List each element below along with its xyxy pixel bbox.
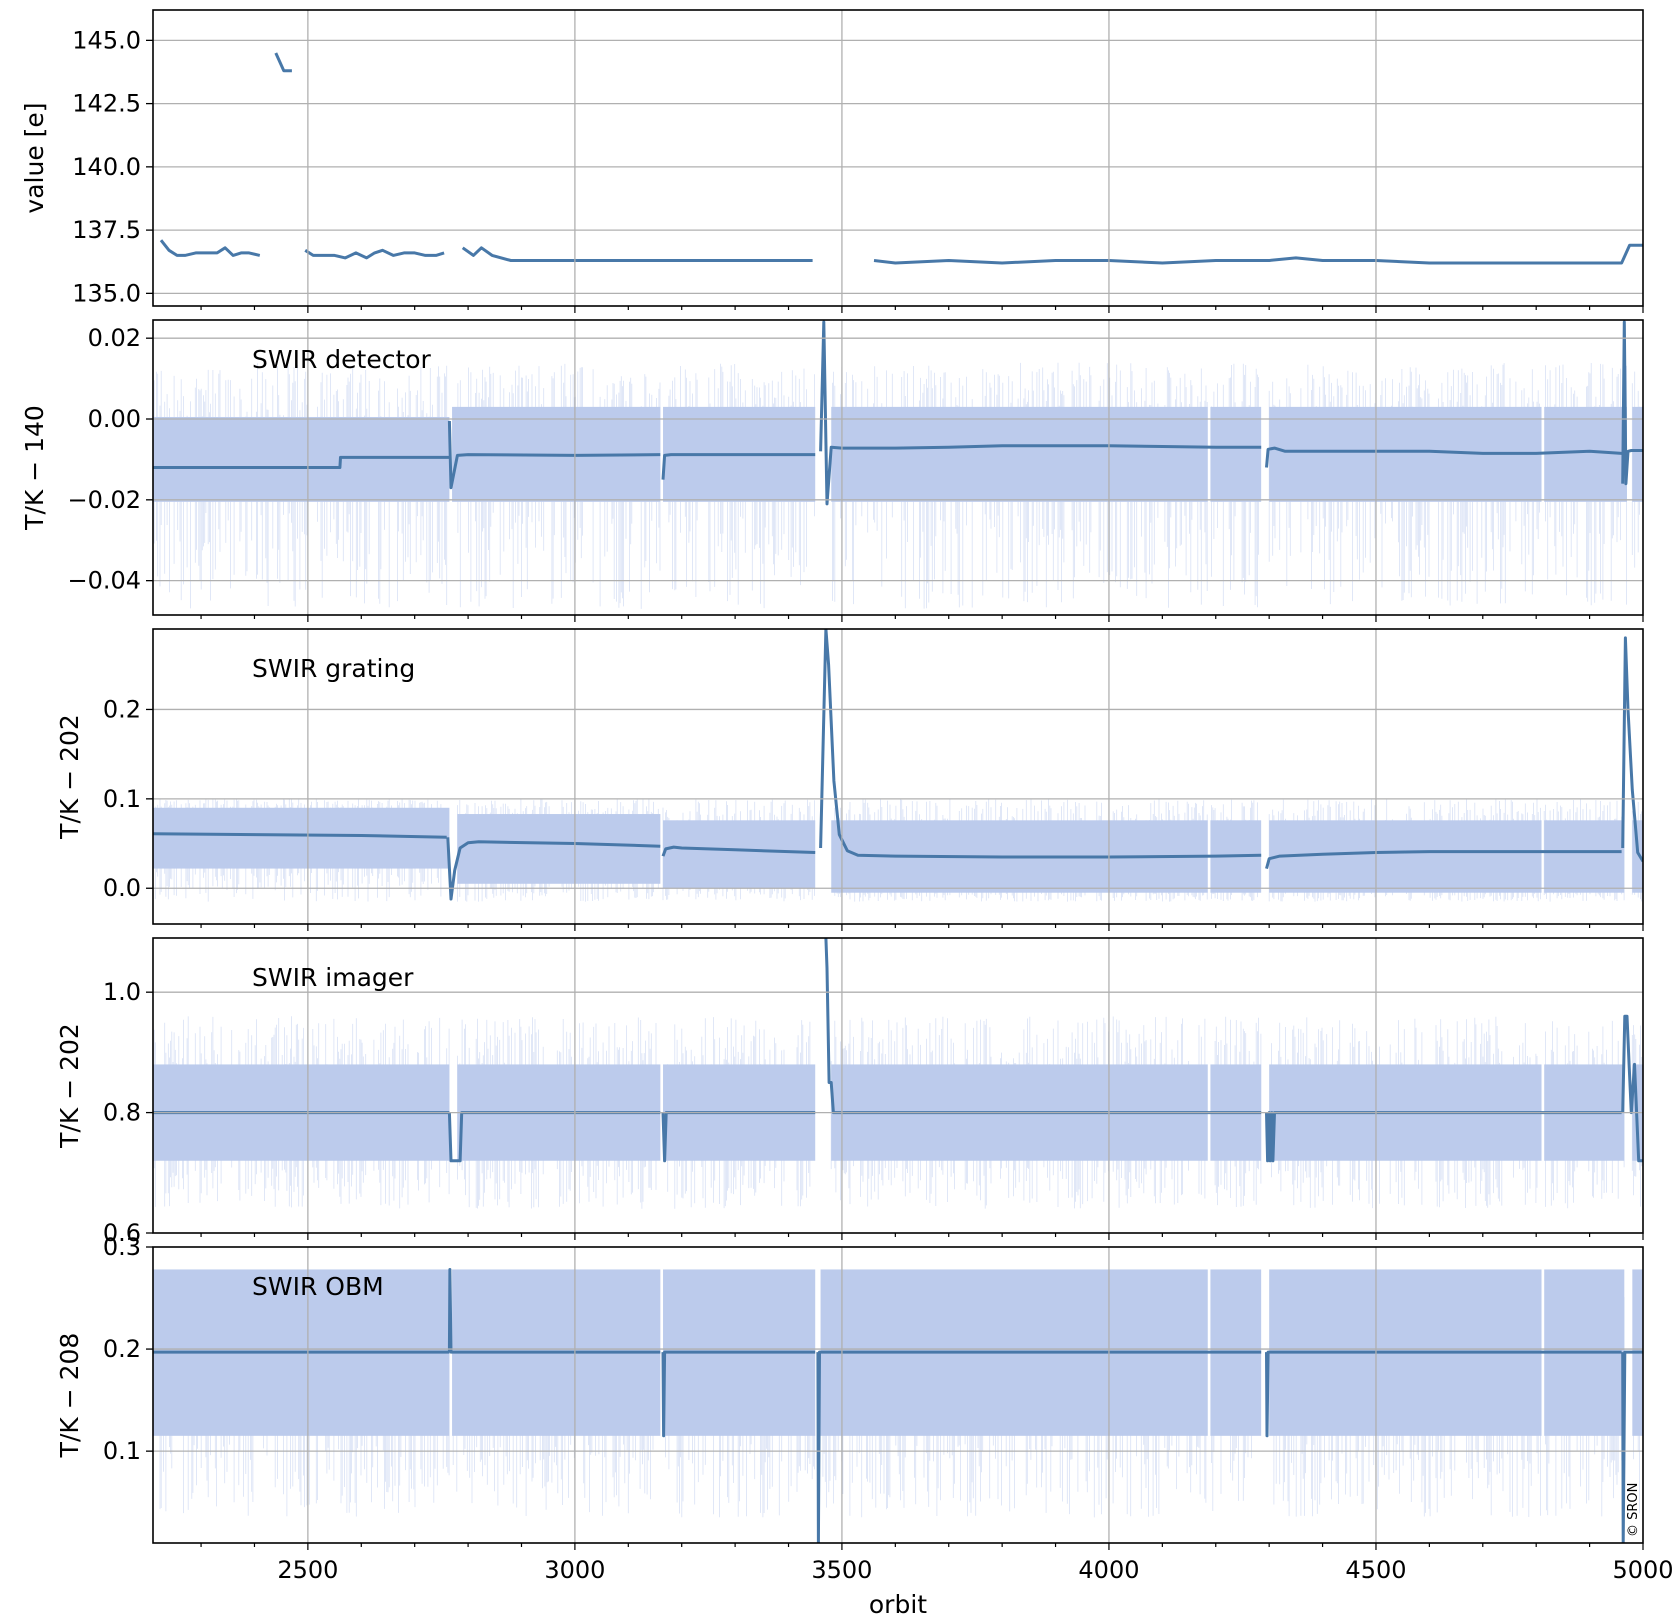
series-line-value-2: [304, 248, 445, 260]
annotation-obm: SWIR OBM: [252, 1272, 384, 1301]
series-line-detector-2: [661, 453, 816, 480]
band-grating-1: [457, 814, 661, 884]
band-detector-6: [1544, 406, 1627, 502]
x-tick-label-5: 5000: [1612, 1556, 1673, 1584]
y-tick-label-detector-0: −0.04: [67, 567, 141, 595]
series-line-obm-4: [1265, 1350, 1622, 1438]
series-line-value-4: [873, 243, 1643, 265]
copyright-text: © SRON: [1626, 1483, 1641, 1537]
series-line-value-0: [159, 239, 261, 257]
x-tick-label-0: 2500: [277, 1556, 338, 1584]
y-tick-label-value-0: 135.0: [72, 279, 141, 307]
x-tick-label-3: 4000: [1078, 1556, 1139, 1584]
series-line-value-1: [274, 52, 292, 73]
y-tick-label-detector-1: −0.02: [67, 486, 141, 514]
y-tick-label-detector-2: 0.00: [88, 405, 141, 433]
x-axis-label: orbit: [869, 1590, 927, 1619]
y-tick-label-imager-2: 1.0: [103, 978, 141, 1006]
y-tick-label-obm-1: 0.2: [103, 1335, 141, 1363]
series-line-detector-4: [1265, 446, 1622, 468]
grid-value: [153, 10, 1643, 306]
series-line-obm-2: [661, 1350, 816, 1438]
annotation-grating: SWIR grating: [252, 654, 415, 683]
band-grating-5: [1269, 820, 1542, 893]
y-tick-label-detector-3: 0.02: [88, 324, 141, 352]
band-detector-0: [153, 416, 450, 502]
band-detector-7: [1632, 406, 1643, 502]
series-line-grating-3: [819, 629, 1262, 859]
y-axis-label-value: value [e]: [20, 102, 49, 213]
axes-frame-grating: [152, 628, 1644, 925]
y-axis-label-obm: T/K − 208: [55, 1333, 84, 1459]
y-tick-label-obm-2: 0.3: [103, 1233, 141, 1261]
y-axis-label-imager: T/K − 202: [55, 1023, 84, 1149]
band-grating-2: [663, 820, 816, 889]
y-tick-label-value-2: 140.0: [72, 153, 141, 181]
y-axis-label-grating: T/K − 202: [55, 714, 84, 840]
band-grating-0: [153, 807, 450, 869]
series-line-grating-5: [1621, 636, 1643, 863]
y-tick-label-imager-0: 0.6: [103, 1219, 141, 1247]
axes-frame-value: [152, 9, 1644, 307]
panel-imager: 0.6 0.8 1.0 T/K − 202 SWIR imager: [55, 937, 1644, 1247]
axes-frame-detector: [152, 319, 1644, 616]
band-detector-3: [831, 406, 1208, 502]
y-tick-label-grating-0: 0.0: [103, 874, 141, 902]
x-axis: orbit 2500 3000 3500 4000 4500 5000: [277, 1556, 1673, 1619]
x-tick-label-2: 3500: [811, 1556, 872, 1584]
y-tick-label-value-3: 142.5: [72, 90, 141, 118]
panel-grating: 0.0 0.1 0.2 T/K − 202 SWIR grating: [55, 628, 1644, 931]
plot-area-value: [159, 52, 1643, 265]
series-line-grating-4: [1265, 850, 1622, 869]
annotation-detector: SWIR detector: [252, 345, 432, 374]
series-line-detector-0: [153, 455, 450, 469]
plot-area-obm: [153, 1268, 1643, 1543]
series-line-detector-5: [1621, 320, 1643, 486]
band-grating-6: [1544, 820, 1625, 893]
series-line-grating-1: [446, 837, 661, 901]
plot-area-detector: [153, 320, 1643, 609]
series-line-obm-5: [1621, 1350, 1643, 1543]
panel-detector: −0.04 −0.02 0.00 0.02 T/K − 140 SWIR detector: [20, 319, 1644, 622]
plot-area-grating: [153, 629, 1643, 902]
y-axis-label-detector: T/K − 140: [20, 405, 49, 531]
y-tick-label-obm-0: 0.1: [103, 1437, 141, 1465]
series-line-obm-1: [447, 1268, 661, 1354]
x-tick-label-1: 3000: [544, 1556, 605, 1584]
series-line-value-3: [461, 246, 813, 262]
grid-imager: [153, 938, 1643, 1233]
y-tick-label-imager-1: 0.8: [103, 1099, 141, 1127]
axes-frame-imager: [152, 937, 1644, 1234]
y-tick-label-value-1: 137.5: [72, 216, 141, 244]
y-tick-label-grating-1: 0.1: [103, 785, 141, 813]
grid-obm: [153, 1247, 1643, 1543]
x-tick-label-4: 4500: [1345, 1556, 1406, 1584]
grid-detector: [153, 320, 1643, 615]
y-tick-label-grating-2: 0.2: [103, 695, 141, 723]
y-tick-label-value-4: 145.0: [72, 26, 141, 54]
grid-grating: [153, 629, 1643, 924]
panel-value: 135.0 137.5 140.0 142.5 145.0 value [e]: [20, 9, 1644, 313]
band-grating-7: [1632, 820, 1643, 893]
series-line-grating-2: [661, 845, 816, 857]
band-detector-4: [1210, 406, 1262, 502]
panel-obm: 0.1 0.2 0.3 T/K − 208 SWIR OBM: [55, 1233, 1644, 1550]
series-line-obm-3: [816, 1350, 1262, 1543]
annotation-imager: SWIR imager: [252, 963, 414, 992]
series-line-detector-3: [819, 320, 1262, 506]
series-line-detector-1: [447, 420, 661, 490]
axes-frame-obm: [152, 1246, 1644, 1544]
